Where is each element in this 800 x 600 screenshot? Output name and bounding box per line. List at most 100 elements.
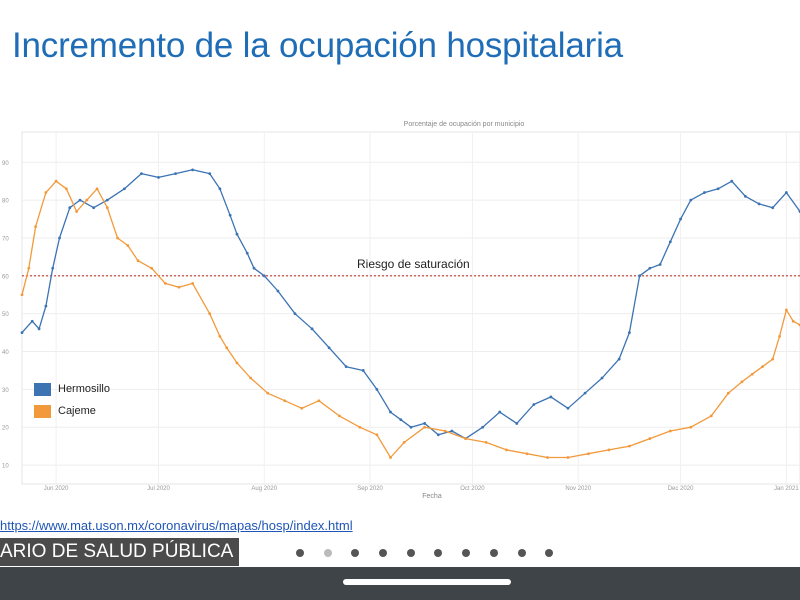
data-point-cajeme: [283, 399, 287, 403]
data-point-hermosillo: [600, 376, 604, 380]
pager-dot[interactable]: [379, 549, 388, 557]
data-point-hermosillo: [771, 206, 775, 210]
data-point-hermosillo: [638, 274, 642, 278]
pager-dot[interactable]: [462, 549, 471, 557]
data-point-cajeme: [337, 414, 341, 418]
data-point-hermosillo: [627, 331, 631, 335]
x-tick-label: Dec 2020: [668, 486, 694, 492]
data-point-hermosillo: [92, 206, 96, 210]
data-point-cajeme: [266, 391, 270, 395]
data-point-cajeme: [375, 433, 379, 437]
data-point-cajeme: [136, 259, 140, 263]
data-point-hermosillo: [481, 425, 485, 429]
plot-area: [21, 131, 800, 485]
data-point-hermosillo: [20, 331, 24, 335]
data-point-cajeme: [761, 365, 764, 369]
x-axis-label: Fecha: [422, 493, 442, 500]
data-point-hermosillo: [583, 391, 587, 395]
data-point-cajeme: [423, 425, 427, 429]
legend-swatch-cajeme: [34, 404, 51, 418]
data-point-cajeme: [126, 244, 130, 247]
data-point-hermosillo: [784, 191, 788, 194]
data-point-cajeme: [75, 210, 78, 213]
data-point-hermosillo: [648, 266, 652, 270]
data-point-hermosillo: [30, 319, 34, 323]
legend-item-hermosillo: Hermosillo: [34, 378, 110, 400]
data-point-hermosillo: [122, 187, 126, 191]
pager-dot[interactable]: [296, 549, 304, 557]
data-point-cajeme: [505, 448, 508, 452]
occupancy-chart: Porcentaje de ocupación por municipio 10…: [0, 112, 800, 504]
y-tick-label: 20: [2, 426, 9, 432]
source-link[interactable]: https://www.mat.uson.mx/coronavirus/mapa…: [0, 518, 353, 533]
data-point-hermosillo: [327, 346, 331, 350]
data-point-cajeme: [116, 236, 119, 240]
data-point-cajeme: [750, 372, 754, 376]
data-point-hermosillo: [703, 191, 706, 194]
data-point-hermosillo: [450, 429, 454, 433]
data-point-hermosillo: [252, 266, 256, 270]
chart-grid: [21, 131, 800, 485]
data-point-hermosillo: [105, 198, 109, 202]
data-point-cajeme: [709, 414, 713, 418]
data-point-cajeme: [566, 456, 570, 459]
legend-swatch-hermosillo: [34, 382, 51, 396]
data-point-cajeme: [95, 187, 99, 191]
legend-label-hermosillo: Hermosillo: [58, 383, 110, 395]
data-point-cajeme: [300, 406, 304, 410]
slide-title: Incremento de la ocupación hospitalaria: [12, 26, 623, 65]
data-point-hermosillo: [293, 312, 297, 316]
slide-pager[interactable]: [296, 549, 573, 557]
occupancy-chart-svg: Porcentaje de ocupación por municipio 10…: [2, 121, 800, 500]
y-tick-label: 80: [2, 199, 9, 205]
data-point-hermosillo: [668, 240, 672, 244]
data-point-cajeme: [249, 376, 253, 380]
data-point-cajeme: [443, 429, 447, 433]
data-point-hermosillo: [409, 425, 413, 429]
data-point-cajeme: [64, 187, 68, 191]
data-point-hermosillo: [515, 422, 519, 425]
pager-dot[interactable]: [517, 549, 526, 557]
data-point-hermosillo: [423, 422, 427, 425]
pager-dot[interactable]: [323, 549, 332, 557]
y-tick-label: 60: [2, 274, 9, 280]
y-tick-label: 90: [2, 161, 9, 167]
data-point-cajeme: [525, 452, 529, 456]
data-point-cajeme: [627, 444, 631, 448]
data-point-cajeme: [726, 391, 730, 395]
data-point-cajeme: [464, 437, 467, 440]
data-point-hermosillo: [140, 172, 143, 176]
home-indicator[interactable]: [343, 579, 511, 585]
data-point-hermosillo: [276, 289, 280, 293]
pager-dot[interactable]: [489, 549, 498, 557]
data-point-cajeme: [225, 346, 229, 350]
y-tick-label: 50: [2, 312, 9, 318]
data-point-cajeme: [689, 425, 693, 429]
data-point-hermosillo: [436, 433, 440, 437]
series-line-hermosillo: [21, 169, 800, 440]
data-point-hermosillo: [549, 395, 553, 399]
pager-dot[interactable]: [351, 549, 360, 557]
data-point-hermosillo: [310, 327, 314, 331]
data-point-cajeme: [317, 399, 321, 403]
data-point-hermosillo: [375, 387, 379, 391]
data-point-cajeme: [546, 456, 549, 459]
pager-dot[interactable]: [406, 549, 415, 557]
data-point-cajeme: [105, 206, 109, 210]
data-point-hermosillo: [44, 304, 48, 308]
data-point-cajeme: [191, 281, 195, 285]
pager-dot[interactable]: [434, 549, 443, 557]
data-point-cajeme: [27, 266, 31, 270]
y-tick-label: 30: [2, 388, 9, 394]
data-point-hermosillo: [532, 403, 536, 406]
data-point-cajeme: [668, 429, 672, 433]
data-point-hermosillo: [716, 187, 720, 191]
data-point-hermosillo: [399, 418, 403, 422]
data-point-cajeme: [150, 266, 154, 270]
data-point-cajeme: [648, 437, 652, 440]
x-tick-label: Aug 2020: [251, 486, 277, 492]
x-tick-label: Nov 2020: [565, 486, 591, 492]
data-point-cajeme: [85, 198, 89, 202]
data-point-hermosillo: [208, 172, 212, 176]
pager-dot[interactable]: [545, 549, 554, 557]
